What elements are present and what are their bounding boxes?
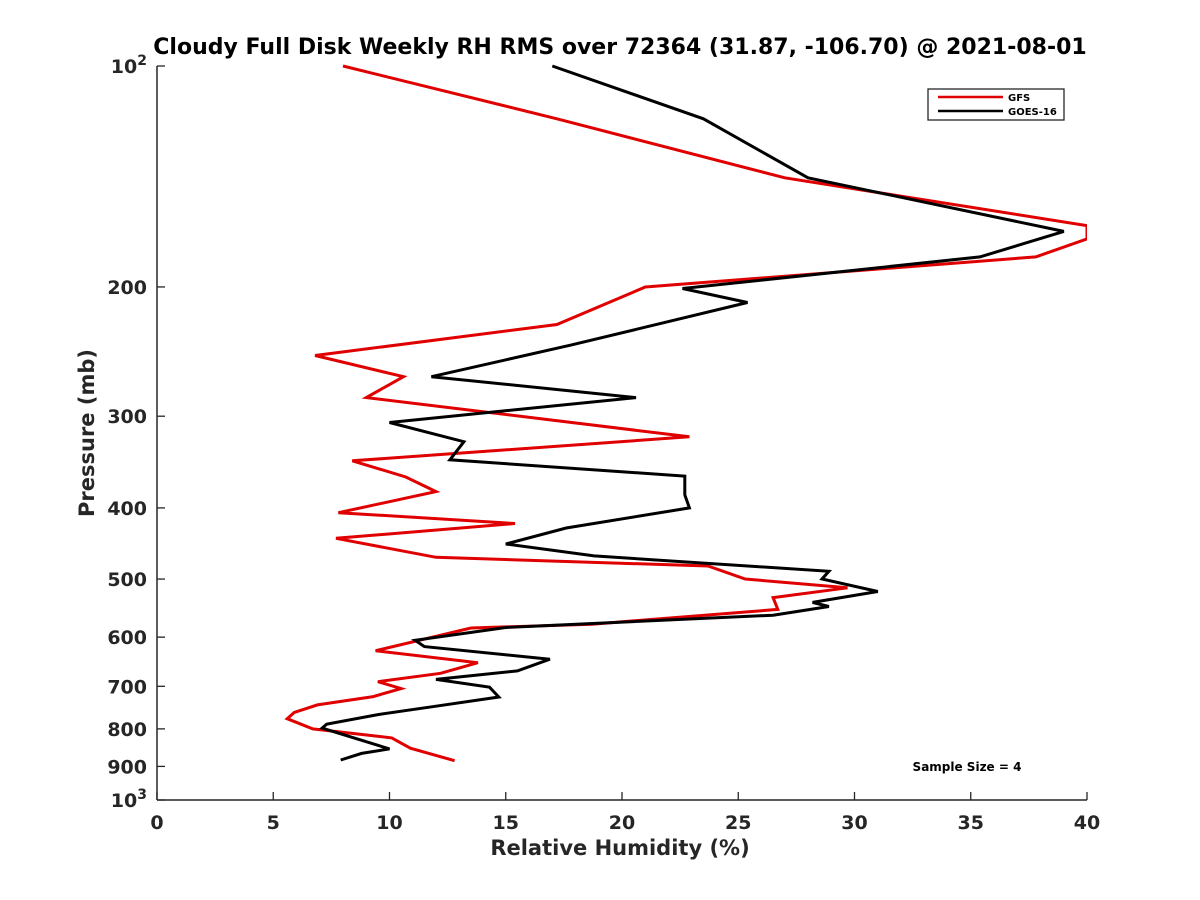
y-tick-label: 500	[107, 569, 147, 591]
x-tick-label: 5	[267, 812, 280, 834]
y-tick-label: 102	[111, 53, 147, 78]
x-tick-label: 25	[725, 812, 751, 834]
y-tick-label: 200	[107, 277, 147, 299]
y-tick-label: 103	[111, 787, 147, 812]
series-line-gfs	[284, 64, 1087, 763]
chart-title: Cloudy Full Disk Weekly RH RMS over 7236…	[153, 35, 1086, 60]
y-tick-label: 900	[107, 756, 147, 778]
x-tick-label: 30	[841, 812, 867, 834]
y-axis-label: Pressure (mb)	[75, 349, 99, 517]
x-tick-label: 10	[376, 812, 402, 834]
x-tick-label: 40	[1074, 812, 1100, 834]
y-tick-label: 300	[107, 406, 147, 428]
y-tick-label: 700	[107, 676, 147, 698]
x-tick-label: 20	[609, 812, 635, 834]
series-line-goes-16	[319, 64, 1065, 762]
y-tick-label: 600	[107, 627, 147, 649]
x-axis-ticks: 0 5 10 15 20 25 30 35 40	[150, 792, 1100, 834]
legend-label-gfs: GFS	[1008, 93, 1030, 104]
y-tick-label: 400	[107, 498, 147, 520]
y-tick-label: 800	[107, 719, 147, 741]
legend-box	[927, 88, 1065, 121]
x-axis-label: Relative Humidity (%)	[490, 836, 749, 860]
legend: GFS GOES-16	[927, 88, 1065, 121]
x-tick-label: 15	[493, 812, 519, 834]
y-axis-ticks: 102 200 300 400 500 600 700 800 900 103	[107, 53, 165, 812]
plot-area	[284, 64, 1087, 763]
legend-label-goes-16: GOES-16	[1008, 107, 1057, 118]
x-tick-label: 35	[958, 812, 984, 834]
x-tick-label: 0	[150, 812, 163, 834]
sample-size-annotation: Sample Size = 4	[913, 760, 1022, 774]
